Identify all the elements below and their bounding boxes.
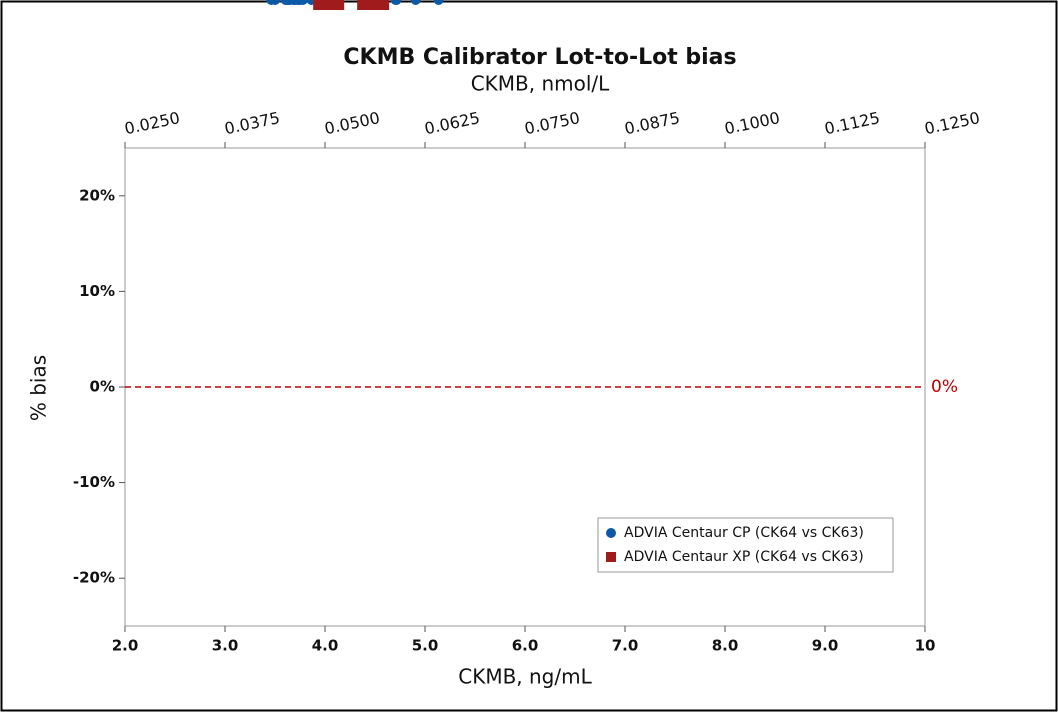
legend-marker [606, 552, 616, 562]
point [433, 0, 444, 5]
legend-box [597, 517, 894, 573]
y-tick-label: -10% [73, 473, 115, 491]
point [364, 0, 375, 10]
y-tick-label: 0% [90, 378, 115, 396]
y-tick-label: 10% [79, 282, 115, 300]
x-tick-label: 10 [915, 637, 936, 655]
chart-title: CKMB Calibrator Lot-to-Lot bias [343, 45, 736, 70]
point [331, 0, 342, 10]
x-tick-label: 7.0 [612, 637, 639, 655]
legend-label: ADVIA Centaur XP (CK64 vs CK63) [624, 549, 864, 565]
x-tick-label: 8.0 [712, 637, 739, 655]
x-axis-label: CKMB, ng/mL [458, 665, 592, 689]
x-tick-label: 3.0 [212, 637, 239, 655]
x-tick-label: 6.0 [512, 637, 539, 655]
point [281, 0, 292, 5]
point [390, 0, 401, 5]
point [266, 0, 277, 5]
legend-marker [606, 528, 616, 538]
y-tick-label: -20% [73, 569, 115, 587]
point [370, 0, 381, 10]
x-tick-label: 9.0 [812, 637, 839, 655]
x-tick-label: 4.0 [312, 637, 339, 655]
y-axis-label: % bias [27, 355, 51, 421]
y-tick-label: 20% [79, 186, 115, 204]
point [410, 0, 421, 5]
legend-label: ADVIA Centaur CP (CK64 vs CK63) [624, 525, 864, 541]
point [313, 0, 324, 10]
x-tick-label: 5.0 [412, 637, 439, 655]
reference-label: 0% [931, 377, 958, 397]
point [357, 0, 368, 10]
top-axis-label: CKMB, nmol/L [471, 72, 610, 96]
x-tick-label: 2.0 [112, 637, 139, 655]
